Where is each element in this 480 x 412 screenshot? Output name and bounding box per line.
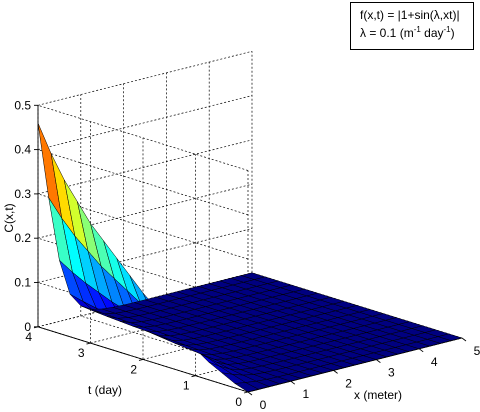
x-tick-mark xyxy=(290,380,296,385)
t-tick-mark xyxy=(86,342,91,345)
grid-line xyxy=(90,288,305,344)
z-tick-label: 0.4 xyxy=(14,143,31,157)
t-tick-label: 3 xyxy=(78,346,85,360)
x-tick-mark xyxy=(418,348,424,353)
annotation-formula: f(x,t) = |1+sin(λ,xt)| xyxy=(360,8,460,22)
grid-line xyxy=(37,272,253,328)
grid-line xyxy=(37,104,249,171)
x-tick-label: 0 xyxy=(260,398,267,412)
annotation-lambda: λ = 0.1 (m-1 day-1) xyxy=(360,25,455,41)
z-tick-label: 0.3 xyxy=(14,187,31,201)
grid-line xyxy=(37,193,249,260)
t-tick-label: 2 xyxy=(130,362,137,376)
annotation-box: f(x,t) = |1+sin(λ,xt)| λ = 0.1 (m-1 day-… xyxy=(350,2,474,50)
grid-line xyxy=(142,305,358,360)
t-tick-mark xyxy=(138,358,144,361)
grid-line xyxy=(37,139,253,195)
t-tick-label: 4 xyxy=(25,330,32,344)
x-tick-label: 3 xyxy=(388,366,395,380)
x-tick-label: 5 xyxy=(474,344,480,358)
z-tick-label: 0.5 xyxy=(14,98,31,112)
grid-line xyxy=(37,95,253,150)
x-tick-label: 2 xyxy=(345,376,352,390)
t-tick-label: 1 xyxy=(183,379,190,393)
grid-line xyxy=(37,50,253,106)
y-axis-label: t (day) xyxy=(88,383,122,397)
t-tick-mark xyxy=(191,375,196,378)
t-tick-label: 0 xyxy=(235,395,242,409)
z-axis-label: C(x,t) xyxy=(2,203,16,232)
z-tick-label: 0.2 xyxy=(14,231,31,245)
x-tick-label: 4 xyxy=(431,355,438,369)
z-tick-label: 0 xyxy=(24,320,31,334)
t-tick-mark xyxy=(243,391,249,394)
x-tick-mark xyxy=(333,370,338,374)
x-tick-mark xyxy=(461,337,467,342)
x-tick-mark xyxy=(247,391,253,396)
x-axis-line xyxy=(247,337,463,393)
x-tick-label: 1 xyxy=(302,387,309,401)
x-axis-label: x (meter) xyxy=(354,388,402,402)
x-tick-mark xyxy=(376,359,381,363)
z-tick-label: 0.1 xyxy=(14,276,31,290)
surface-mesh xyxy=(37,122,463,393)
grid-line xyxy=(37,149,249,216)
